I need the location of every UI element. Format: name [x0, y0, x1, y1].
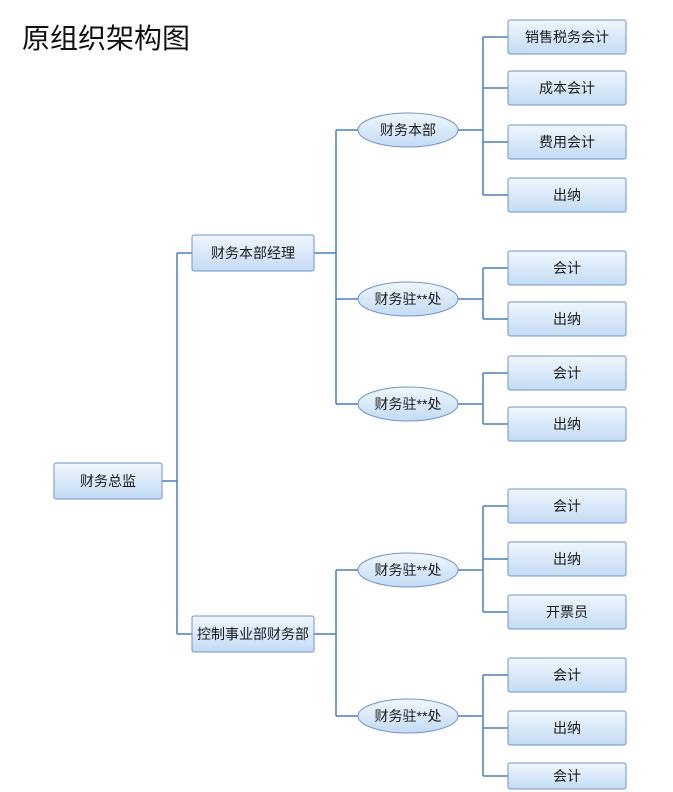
node-root: 财务总监 — [54, 463, 162, 499]
node-r132: 出纳 — [508, 407, 626, 441]
node-e13: 财务驻**处 — [358, 387, 458, 421]
node-r212: 出纳 — [508, 542, 626, 576]
node-label: 成本会计 — [539, 80, 595, 96]
page-title: 原组织架构图 — [22, 23, 190, 55]
node-e12: 财务驻**处 — [358, 282, 458, 316]
node-label: 费用会计 — [539, 134, 595, 150]
node-e21: 财务驻**处 — [358, 553, 458, 587]
node-r213: 开票员 — [508, 595, 626, 629]
node-r222: 出纳 — [508, 711, 626, 745]
node-label: 财务驻**处 — [375, 396, 442, 412]
node-label: 会计 — [553, 768, 581, 784]
node-e11: 财务本部 — [358, 113, 458, 147]
node-r113: 费用会计 — [508, 125, 626, 159]
node-label: 会计 — [553, 365, 581, 381]
node-label: 销售税务会计 — [525, 29, 609, 45]
node-label: 出纳 — [553, 720, 581, 736]
node-r223: 会计 — [508, 763, 626, 789]
node-label: 会计 — [553, 260, 581, 276]
node-label: 财务总监 — [80, 473, 136, 489]
node-label: 会计 — [553, 498, 581, 514]
node-r131: 会计 — [508, 356, 626, 390]
node-label: 出纳 — [553, 551, 581, 567]
node-label: 出纳 — [553, 187, 581, 203]
node-e22: 财务驻**处 — [358, 699, 458, 733]
node-label: 会计 — [553, 667, 581, 683]
node-label: 开票员 — [546, 604, 588, 620]
org-chart-canvas: 财务总监 财务本部经理控制事业部财务部 财务本部财务驻**处财务驻**处财务驻**处… — [0, 0, 673, 792]
node-m2: 控制事业部财务部 — [192, 616, 314, 652]
node-label: 财务本部 — [380, 122, 436, 138]
node-r122: 出纳 — [508, 302, 626, 336]
node-m1: 财务本部经理 — [192, 235, 314, 271]
node-label: 财务本部经理 — [211, 245, 295, 261]
node-r121: 会计 — [508, 251, 626, 285]
node-label: 控制事业部财务部 — [197, 626, 309, 642]
node-r112: 成本会计 — [508, 71, 626, 105]
node-label: 财务驻**处 — [375, 562, 442, 578]
node-r114: 出纳 — [508, 178, 626, 212]
node-label: 财务驻**处 — [375, 708, 442, 724]
node-label: 出纳 — [553, 416, 581, 432]
node-r211: 会计 — [508, 489, 626, 523]
node-r221: 会计 — [508, 658, 626, 692]
node-label: 财务驻**处 — [375, 291, 442, 307]
node-label: 出纳 — [553, 311, 581, 327]
node-r111: 销售税务会计 — [508, 20, 626, 54]
